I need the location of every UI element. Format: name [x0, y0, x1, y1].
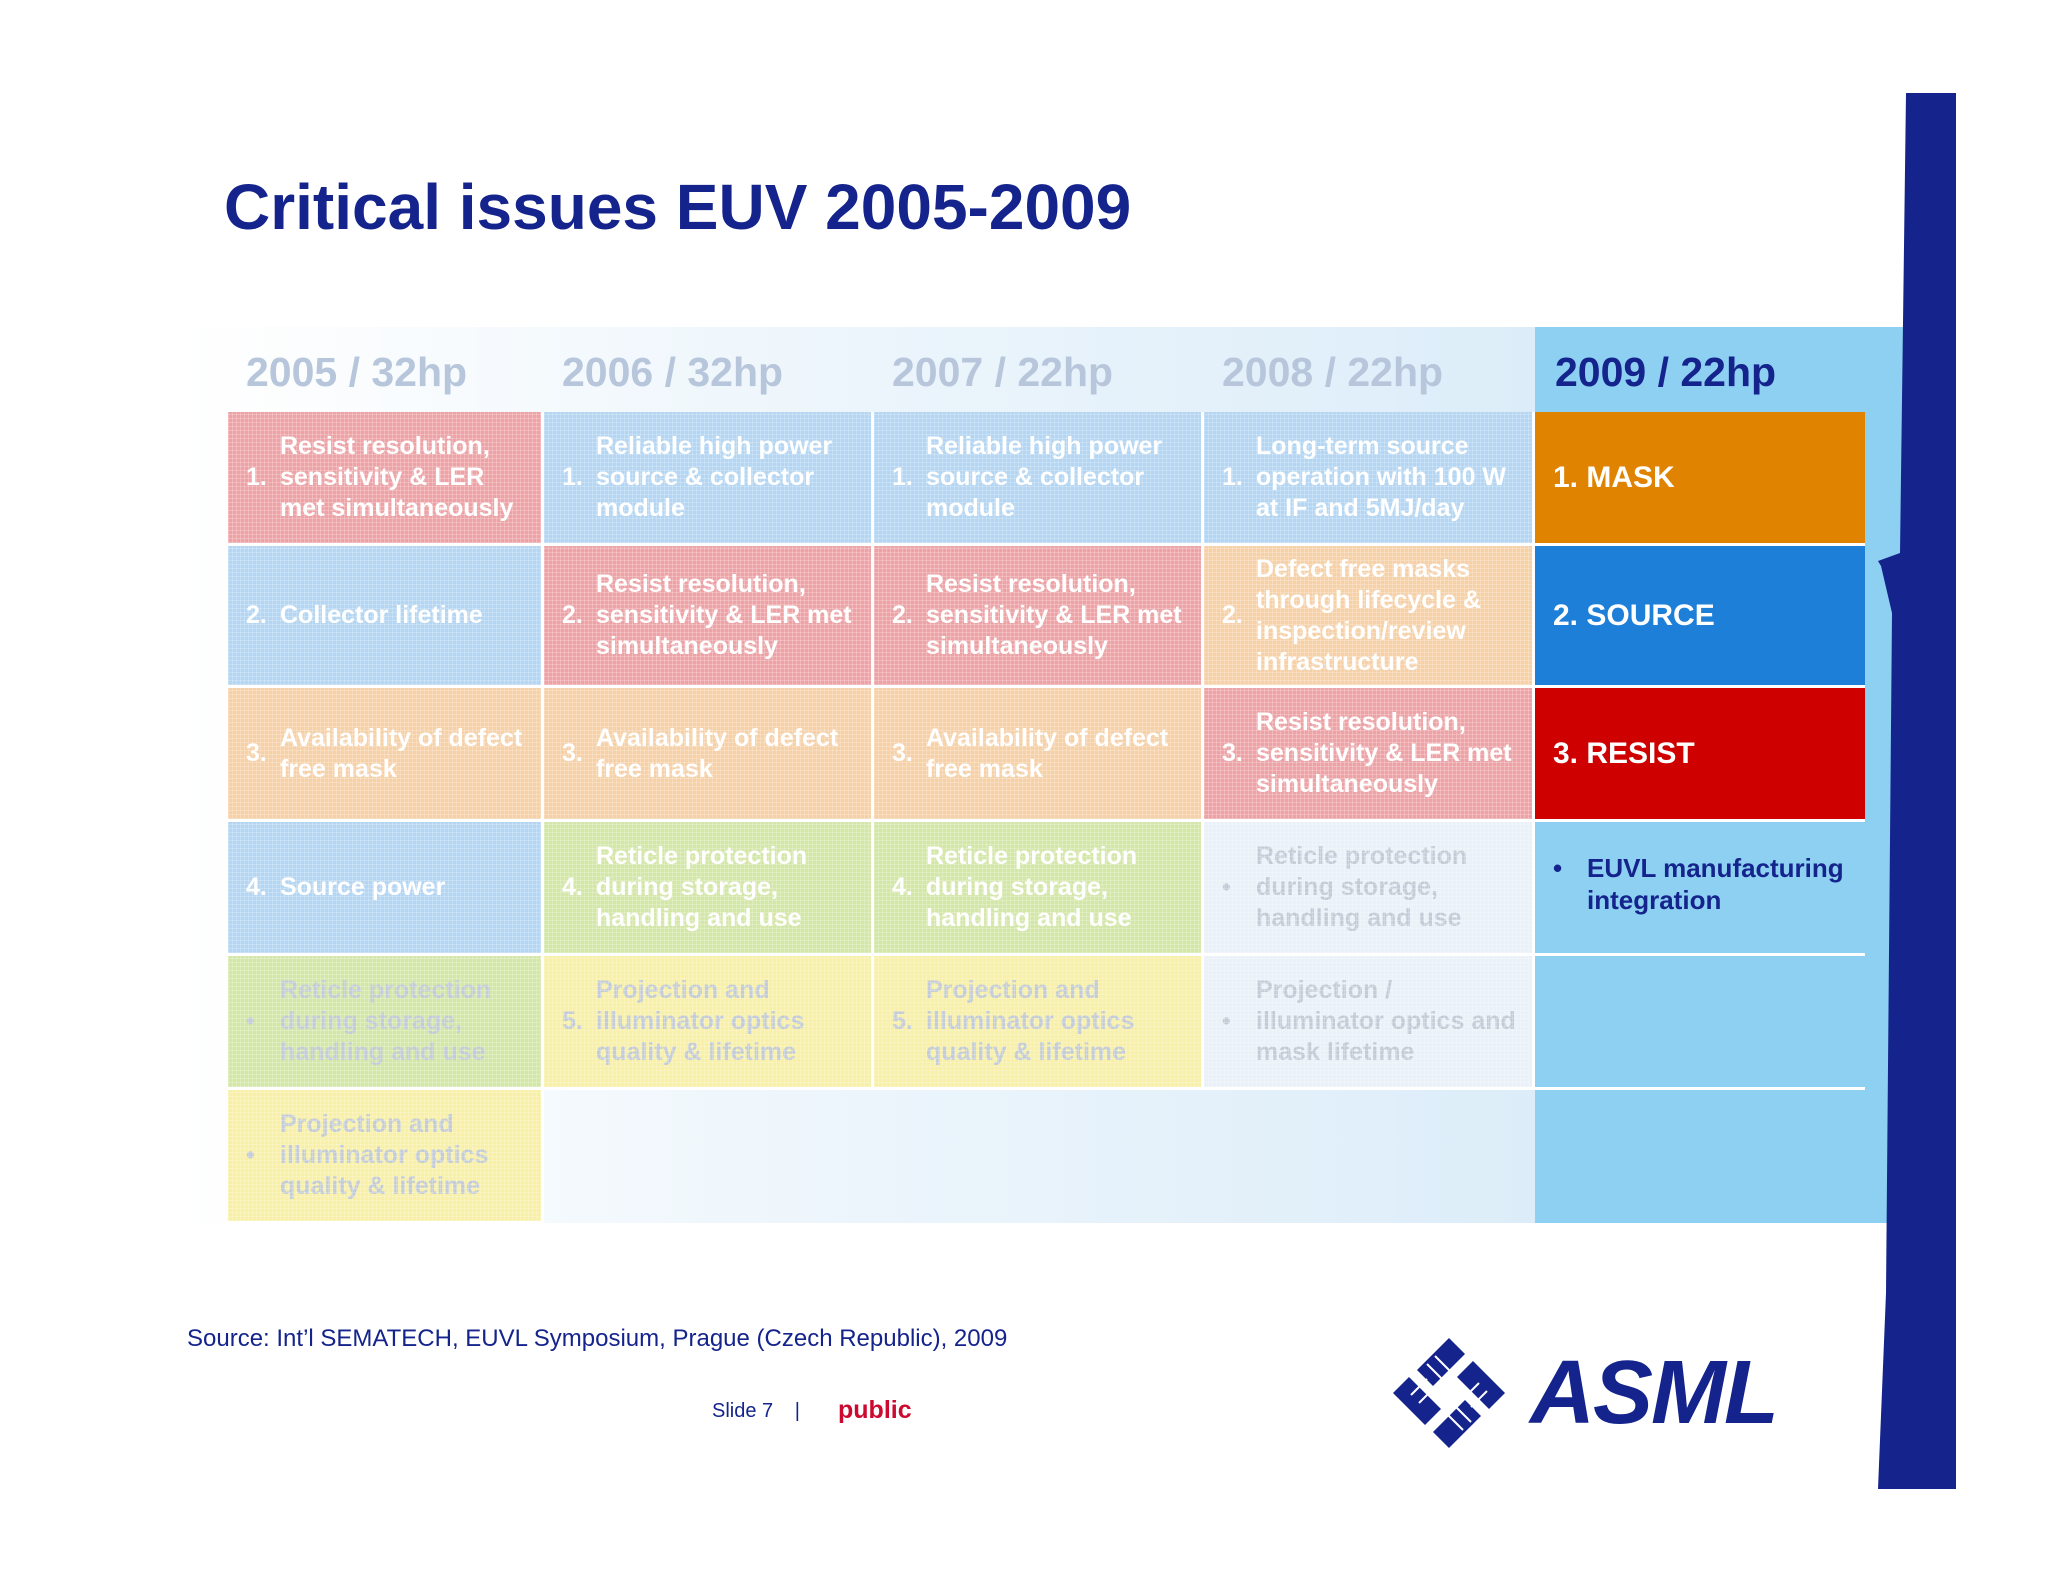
bullet: •	[246, 1007, 255, 1035]
issue-text: Collector lifetime	[280, 601, 483, 629]
integration-text: EUVL manufacturing integration	[1587, 853, 1844, 915]
issue-cell: 3. Availability of defect free mask	[228, 688, 544, 822]
separator: |	[794, 1400, 800, 1422]
issue-text: Projection / illuminator optics and mask…	[1256, 976, 1516, 1066]
asml-logo-icon	[1393, 1338, 1505, 1448]
issue-text: Long-term source operation with 100 W at…	[1256, 432, 1507, 522]
issue-cell: 2. Resist resolution, sensitivity & LER …	[544, 546, 874, 688]
issue-number: 1.	[1222, 463, 1243, 491]
issue-cell: • Reticle protection during storage, han…	[1204, 822, 1535, 956]
issue-cell: • Projection / illuminator optics and ma…	[1204, 956, 1535, 1090]
year-header-2005: 2005 / 32hp	[246, 349, 468, 395]
issue-cell: • Reticle protection during storage, han…	[228, 956, 544, 1090]
issue-cell: 5. Projection and illuminator optics qua…	[874, 956, 1204, 1090]
empty-row	[1535, 956, 1865, 1090]
issue-number: 2.	[1222, 601, 1243, 629]
issue-number: 5.	[892, 1007, 913, 1035]
issue-text: Resist resolution, sensitivity & LER met…	[280, 432, 514, 522]
issue-text: Resist resolution, sensitivity & LER met…	[926, 570, 1182, 660]
slide-number: Slide 7 |	[712, 1400, 800, 1423]
year-header-2006: 2006 / 32hp	[562, 349, 784, 395]
issue-cell: 1. Long-term source operation with 100 W…	[1204, 412, 1535, 546]
issue-text: Resist resolution, sensitivity & LER met…	[596, 570, 852, 660]
issue-cell: 2. Resist resolution, sensitivity & LER …	[874, 546, 1204, 688]
issue-cell: 2. Collector lifetime	[228, 546, 544, 688]
issue-text: Projection and illuminator optics qualit…	[596, 976, 805, 1066]
issue-text: Reticle protection during storage, handl…	[1256, 842, 1468, 932]
issue-number: 4.	[562, 873, 583, 901]
asml-logo-text: ASML	[1530, 1343, 1779, 1443]
issue-number: 5.	[562, 1007, 583, 1035]
issue-text: Availability of defect free mask	[926, 723, 1169, 783]
issue-number: 3.	[892, 739, 913, 767]
issue-cell: 1. Reliable high power source & collecto…	[544, 412, 874, 546]
issue-number: 2.	[562, 601, 583, 629]
issue-text: Reticle protection during storage, handl…	[596, 842, 808, 932]
issue-mask: 1. MASK	[1535, 412, 1865, 546]
year-header-2009: 2009 / 22hp	[1555, 349, 1777, 395]
issue-number: 3.	[1222, 739, 1243, 767]
issue-number: 2.	[246, 601, 267, 629]
issue-text: Resist resolution, sensitivity & LER met…	[1256, 708, 1512, 798]
issue-source: 2. SOURCE	[1535, 546, 1865, 688]
issue-cell: 1. Reliable high power source & collecto…	[874, 412, 1204, 546]
year-header-2007: 2007 / 22hp	[892, 349, 1114, 395]
issue-text: Projection and illuminator optics qualit…	[926, 976, 1135, 1066]
issue-text: Reliable high power source & collector m…	[596, 432, 833, 522]
issue-text: Reliable high power source & collector m…	[926, 432, 1163, 522]
issue-cell: 4. Reticle protection during storage, ha…	[544, 822, 874, 956]
issue-number: 1.	[562, 463, 583, 491]
issue-cell: 1. Resist resolution, sensitivity & LER …	[228, 412, 544, 546]
classification-label: public	[838, 1396, 912, 1424]
issue-number: 3.	[246, 739, 267, 767]
issue-cell: 3. Availability of defect free mask	[544, 688, 874, 822]
issue-text: Availability of defect free mask	[280, 723, 523, 783]
issue-number: 4.	[892, 873, 913, 901]
issue-cell: 3. Availability of defect free mask	[874, 688, 1204, 822]
slide-label: Slide 7	[712, 1400, 774, 1422]
issue-number: 4.	[246, 873, 267, 901]
issue-cell: • Projection and illuminator optics qual…	[228, 1090, 544, 1224]
issue-number: 3.	[562, 739, 583, 767]
bullet: •	[1553, 853, 1563, 883]
issue-number: 2.	[892, 601, 913, 629]
bullet: •	[1222, 1007, 1231, 1035]
issue-text: Projection and illuminator optics qualit…	[280, 1110, 489, 1200]
issue-resist: 3. RESIST	[1535, 688, 1865, 822]
bullet: •	[1222, 873, 1231, 901]
issue-number: 1.	[246, 463, 267, 491]
issue-text: Reticle protection during storage, handl…	[280, 976, 492, 1066]
issue-text: Defect free masks through lifecycle & in…	[1256, 554, 1482, 676]
issue-cell: 4. Source power	[228, 822, 544, 956]
bullet: •	[246, 1141, 255, 1169]
slide-title: Critical issues EUV 2005-2009	[224, 171, 1132, 243]
issue-text: Availability of defect free mask	[596, 723, 839, 783]
year-header-2008: 2008 / 22hp	[1222, 349, 1444, 395]
source-note: Source: Int’l SEMATECH, EUVL Symposium, …	[187, 1325, 1008, 1352]
issue-integration: • EUVL manufacturing integration	[1535, 822, 1865, 956]
issue-text: Reticle protection during storage, handl…	[926, 842, 1138, 932]
issue-text: Source power	[280, 873, 446, 901]
issue-cell: 5. Projection and illuminator optics qua…	[544, 956, 874, 1090]
issue-cell: 4. Reticle protection during storage, ha…	[874, 822, 1204, 956]
sidebar-accent	[1878, 93, 1956, 1489]
issue-number: 1.	[892, 463, 913, 491]
issue-cell: 2. Defect free masks through lifecycle &…	[1204, 546, 1535, 688]
issue-cell: 3. Resist resolution, sensitivity & LER …	[1204, 688, 1535, 822]
